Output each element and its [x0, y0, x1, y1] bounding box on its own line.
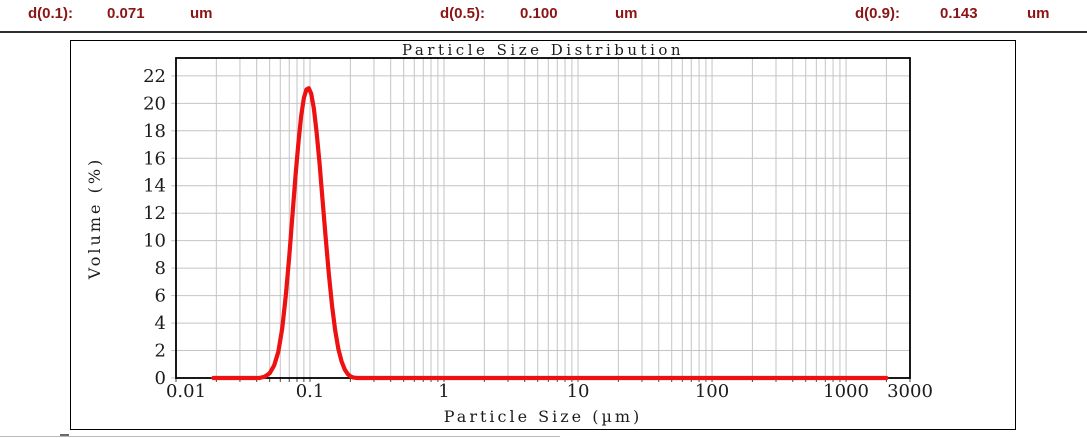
d90-value: 0.143 — [940, 5, 978, 22]
grid-lines — [171, 58, 910, 379]
psd-chart: Particle Size Distribution 0 2 4 6 8 10 12 14 16 1… — [85, 41, 933, 426]
y-tick-label: 14 — [143, 176, 166, 197]
y-tick-label: 16 — [143, 148, 166, 169]
chart-container: Particle Size Distribution 0 2 4 6 8 10 12 14 16 1… — [70, 40, 1016, 430]
d10-label: d(0.1): — [28, 5, 73, 22]
y-tick-label: 8 — [155, 258, 166, 279]
d50-unit: um — [615, 5, 638, 22]
dvalues-header: d(0.1): 0.071 um d(0.5): 0.100 um d(0.9)… — [0, 0, 1087, 30]
x-tick-label: 1000 — [823, 381, 869, 402]
cropped-next-section-line — [0, 436, 560, 437]
x-tick-label: 0.1 — [296, 381, 325, 402]
y-tick-label: 20 — [143, 93, 166, 114]
y-tick-label: 6 — [155, 286, 166, 307]
cropped-next-section-corner — [60, 434, 69, 436]
d10-value: 0.071 — [107, 5, 145, 22]
x-tick-label: 10 — [567, 381, 590, 402]
y-tick-labels: 0 2 4 6 8 10 12 14 16 18 20 22 — [143, 66, 166, 389]
header-separator-line — [0, 31, 1087, 33]
y-axis-title: Volume (%) — [85, 157, 104, 281]
x-tick-label: 0.01 — [166, 381, 206, 402]
d50-value: 0.100 — [520, 5, 558, 22]
x-tick-label: 1 — [438, 381, 449, 402]
y-tick-label: 4 — [155, 313, 166, 334]
y-tick-label: 2 — [155, 341, 166, 362]
volume-curve — [211, 86, 889, 381]
d90-label: d(0.9): — [855, 5, 900, 22]
y-tick-label: 0 — [155, 368, 166, 389]
y-tick-label: 22 — [143, 66, 166, 87]
y-tick-label: 12 — [143, 203, 166, 224]
d10-unit: um — [190, 5, 213, 22]
x-axis-title: Particle Size (µm) — [444, 407, 643, 426]
d90-unit: um — [1027, 5, 1050, 22]
chart-title: Particle Size Distribution — [402, 41, 684, 59]
d50-label: d(0.5): — [440, 5, 485, 22]
x-tick-labels: 0.01 0.1 1 10 100 1000 3000 — [166, 381, 933, 402]
plot-border — [175, 57, 911, 379]
y-tick-label: 18 — [143, 121, 166, 142]
y-tick-label: 10 — [143, 231, 166, 252]
x-tick-label: 3000 — [887, 381, 933, 402]
x-tick-label: 100 — [695, 381, 729, 402]
